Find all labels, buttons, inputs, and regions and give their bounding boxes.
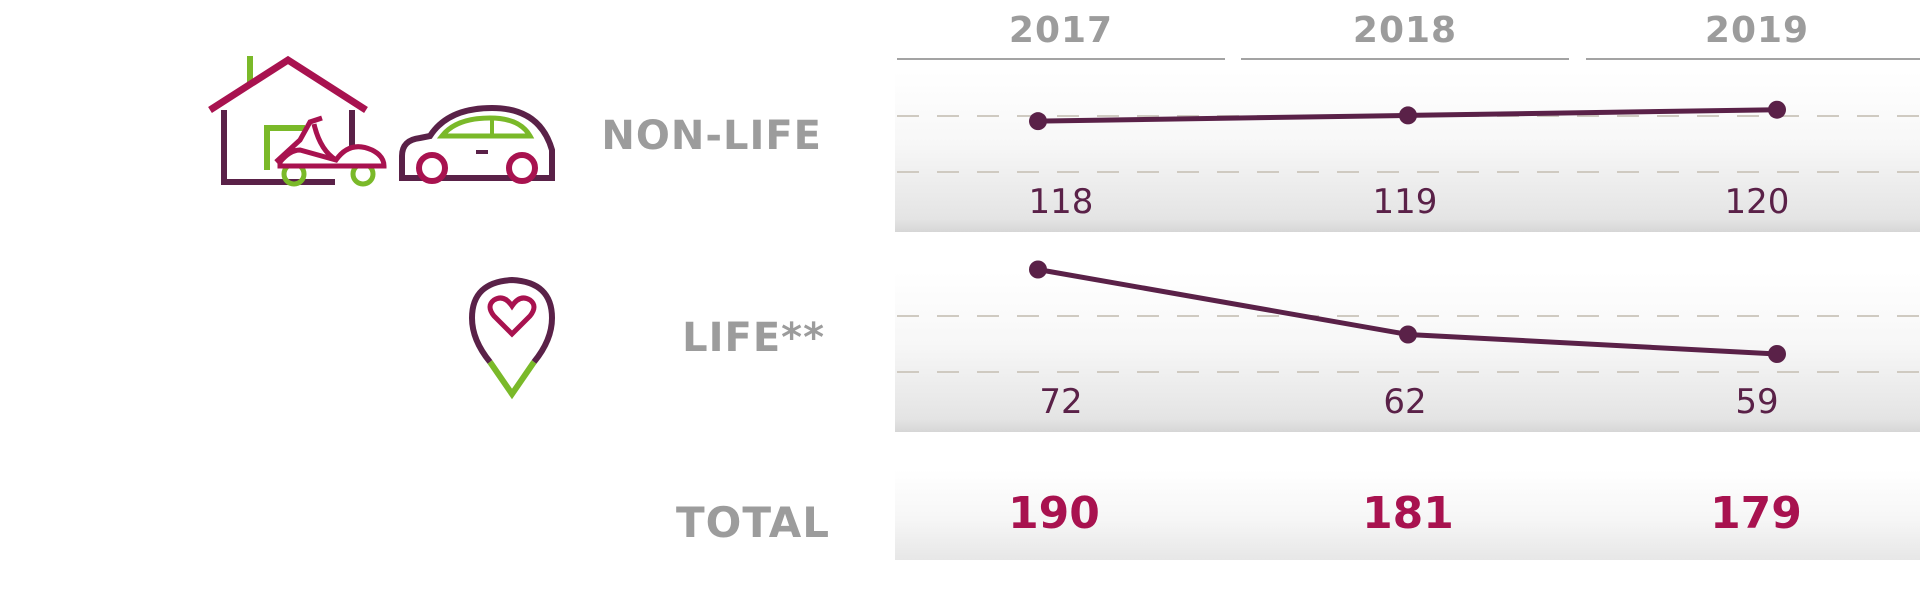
year-header-2018: 2018 [1352, 10, 1458, 51]
total-label: TOTAL [675, 498, 830, 547]
house-scooter-car-icon [208, 55, 555, 187]
total-band [895, 470, 1920, 560]
non-life-band [895, 72, 1920, 232]
non-life-value-2017: 118 [1028, 182, 1094, 222]
life-value-2017: 72 [1039, 382, 1083, 422]
non-life-point-2019 [1768, 100, 1786, 119]
life-label: LIFE** [682, 315, 825, 361]
total-value-2019: 179 [1710, 488, 1802, 539]
non-life-value-2018: 119 [1372, 182, 1438, 222]
year-header-2019: 2019 [1704, 10, 1810, 51]
year-header-2017: 2017 [1008, 10, 1114, 51]
non-life-value-2019: 120 [1724, 182, 1790, 222]
heart-location-pin-icon [468, 276, 556, 400]
life-value-2018: 62 [1383, 382, 1427, 422]
total-value-2017: 190 [1008, 488, 1100, 539]
life-point-2017 [1029, 260, 1047, 279]
year-rule-2019 [1586, 58, 1920, 60]
life-point-2018 [1399, 325, 1417, 344]
year-rule-2017 [897, 58, 1225, 60]
year-rule-2018 [1241, 58, 1569, 60]
non-life-label: NON-LIFE [601, 113, 822, 159]
life-point-2019 [1768, 345, 1786, 363]
non-life-point-2018 [1399, 106, 1417, 125]
total-value-2018: 181 [1362, 488, 1454, 539]
life-value-2019: 59 [1735, 382, 1779, 422]
non-life-point-2017 [1029, 112, 1047, 131]
